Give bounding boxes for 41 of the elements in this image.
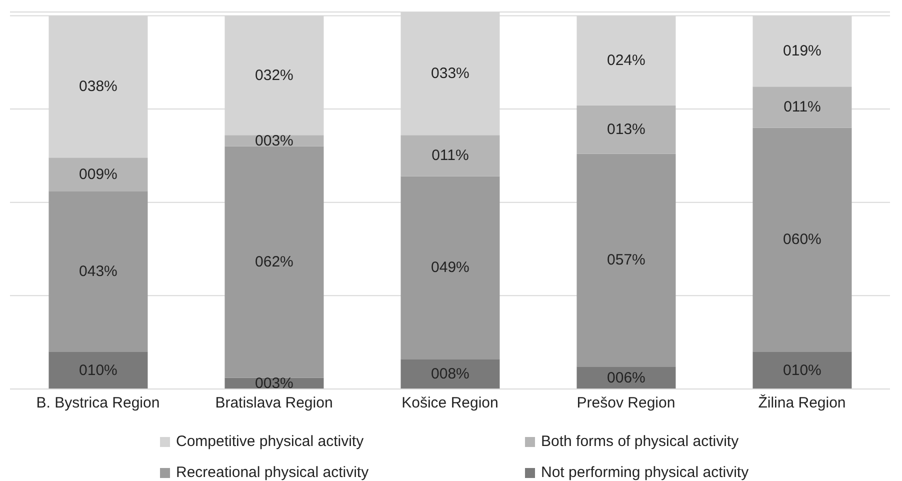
x-tick-label: Prešov Region [576, 394, 676, 412]
data-label: 003% [255, 132, 294, 150]
data-label: 057% [607, 252, 646, 269]
data-label: 011% [432, 147, 469, 164]
bar [576, 154, 676, 367]
x-tick-label: Žilina Region [758, 394, 846, 412]
data-label: 024% [607, 52, 646, 70]
data-label: 009% [79, 166, 118, 183]
legend-label: Both forms of physical activity [541, 433, 739, 450]
data-label: 008% [431, 366, 470, 383]
data-label: 010% [783, 362, 822, 379]
bar [576, 105, 676, 154]
x-tick-label: B. Bystrica Region [36, 394, 160, 412]
bar [752, 352, 852, 389]
data-label: 006% [607, 369, 646, 386]
bar [752, 128, 852, 352]
data-label: 019% [783, 42, 822, 60]
x-tick-label: Košice Region [402, 394, 498, 412]
bar [224, 146, 324, 378]
data-label: 060% [783, 231, 822, 248]
x-tick-label: Bratislava Region [215, 394, 333, 412]
data-label: 010% [79, 362, 118, 379]
bar [752, 86, 852, 128]
data-label: 003% [255, 374, 294, 392]
data-label: 062% [255, 254, 294, 271]
data-label: 013% [607, 121, 646, 138]
data-label: 043% [79, 262, 118, 280]
bar [48, 352, 148, 389]
data-label: 032% [255, 66, 294, 84]
bar [400, 176, 500, 360]
bar [48, 158, 148, 192]
data-label: 049% [431, 259, 470, 276]
data-label: 033% [431, 65, 470, 82]
bar [48, 191, 148, 352]
data-label: 038% [79, 78, 118, 96]
bar [400, 359, 500, 389]
legend-label: Not performing physical activity [541, 464, 749, 481]
bar [400, 135, 500, 176]
legend-label: Recreational physical activity [176, 464, 369, 481]
data-label: 011% [784, 98, 821, 116]
legend-label: Competitive physical activity [176, 433, 364, 450]
